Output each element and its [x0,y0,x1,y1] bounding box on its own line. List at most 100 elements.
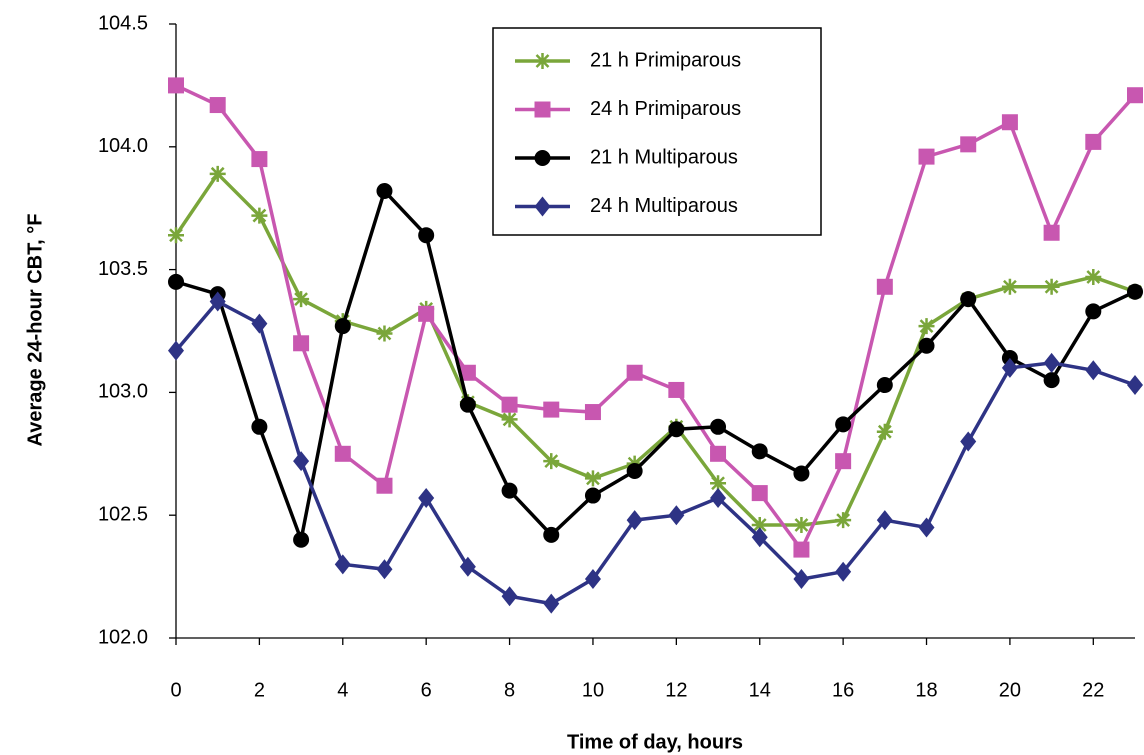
marker [376,559,393,580]
marker [835,416,852,433]
marker [501,396,518,413]
marker [1127,87,1143,104]
marker [835,561,852,582]
marker [626,462,643,479]
legend-label: 24 h Primiparous [590,98,741,120]
marker [293,451,310,472]
marker [1085,360,1102,381]
marker [209,97,226,114]
marker [835,453,852,470]
marker [1127,283,1143,300]
marker [534,196,551,217]
marker [1001,278,1018,295]
marker [501,482,518,499]
marker [793,517,810,534]
marker [293,291,310,308]
marker [584,470,601,487]
marker [501,411,518,428]
marker [1001,114,1018,131]
x-tick-label: 8 [504,679,515,701]
marker [793,541,810,558]
marker [334,445,351,462]
marker [960,136,977,153]
marker [584,487,601,504]
marker [168,227,184,244]
marker [459,556,476,577]
marker [209,291,226,312]
marker [876,377,893,394]
marker [626,510,643,531]
marker [418,227,435,244]
marker [168,273,184,290]
marker [251,151,268,168]
marker [251,418,268,435]
marker [710,475,727,492]
x-axis-label: Time of day, hours [567,731,743,753]
marker [459,364,476,381]
legend-label: 21 h Multiparous [590,146,738,168]
marker [543,526,560,543]
marker [293,531,310,548]
y-axis-label: Average 24-hour CBT, °F [24,214,46,447]
marker [918,337,935,354]
marker [751,527,768,548]
marker [835,512,852,529]
marker [876,423,893,440]
marker [543,401,560,418]
marker [793,569,810,590]
x-tick-label: 2 [254,679,265,701]
marker [209,165,226,182]
marker [584,404,601,421]
marker [876,510,893,531]
marker [960,431,977,452]
marker [1085,268,1102,285]
y-tick-label: 104.0 [98,135,148,157]
marker [376,325,393,342]
marker [751,485,768,502]
marker [1043,224,1060,241]
marker [751,517,768,534]
y-tick-label: 102.5 [98,503,148,525]
legend-label: 24 h Multiparous [590,195,738,217]
marker [584,569,601,590]
marker [668,505,685,526]
x-tick-label: 14 [749,679,771,701]
marker [918,517,935,538]
marker [668,381,685,398]
marker [1043,278,1060,295]
marker [251,313,268,334]
x-tick-label: 16 [832,679,854,701]
marker [1085,303,1102,320]
marker [293,335,310,352]
marker [710,418,727,435]
marker [376,477,393,494]
y-tick-label: 102.0 [98,626,148,648]
marker [534,53,551,69]
marker [168,77,184,94]
x-tick-label: 4 [337,679,348,701]
marker [1085,133,1102,150]
x-tick-label: 0 [170,679,181,701]
marker [876,278,893,295]
marker [168,340,184,361]
marker [751,443,768,460]
marker [1043,372,1060,389]
marker [918,318,935,335]
marker [1043,352,1060,373]
marker [418,488,435,509]
marker [334,554,351,575]
marker [918,148,935,165]
marker [793,465,810,482]
marker [710,445,727,462]
marker [334,318,351,335]
x-tick-label: 12 [665,679,687,701]
marker [960,291,977,308]
y-tick-label: 103.5 [98,258,148,280]
marker [543,593,560,614]
x-tick-label: 10 [582,679,604,701]
marker [1127,375,1143,396]
x-tick-label: 22 [1082,679,1104,701]
marker [534,101,551,118]
